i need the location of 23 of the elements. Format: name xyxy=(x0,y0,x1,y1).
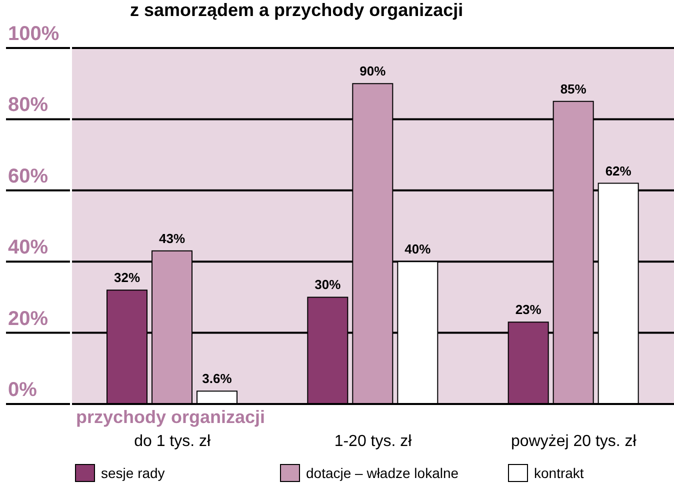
data-label: 23% xyxy=(515,302,542,318)
y-tick-label: 60% xyxy=(8,165,48,188)
y-tick-label: 80% xyxy=(8,94,48,116)
y-tick-label: 100% xyxy=(8,23,60,45)
data-label: 43% xyxy=(158,230,186,246)
data-label: 90% xyxy=(360,64,386,79)
x-tick-label: 1-20 tys. zł xyxy=(334,433,412,450)
data-label: 3.6% xyxy=(202,371,232,386)
legend-label: sesje rady xyxy=(101,465,165,481)
x-tick-label: do 1 tys. zł xyxy=(134,433,212,450)
y-tick-label: 0% xyxy=(8,379,38,401)
legend-label: dotacje – władze lokalne xyxy=(306,465,459,481)
data-label: 30% xyxy=(314,277,342,292)
data-label: 85% xyxy=(560,81,587,96)
legend-label: kontrakt xyxy=(534,465,584,481)
y-tick-label: 40% xyxy=(8,236,48,259)
x-axis-title: przychody organizacji xyxy=(76,406,266,427)
chart-title: z samorządem a przychody organizacji xyxy=(130,0,464,21)
data-label: 32% xyxy=(114,270,140,286)
x-tick-label: powyżej 20 tys. zł xyxy=(510,433,637,450)
data-label: 62% xyxy=(605,163,632,178)
y-tick-label: 20% xyxy=(8,308,48,330)
data-label: 40% xyxy=(404,242,432,257)
